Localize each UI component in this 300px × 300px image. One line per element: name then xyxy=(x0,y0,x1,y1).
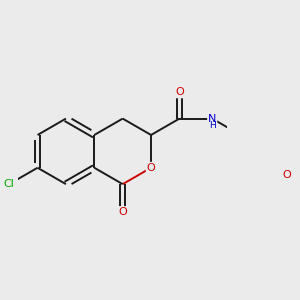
Text: O: O xyxy=(147,163,155,173)
Text: O: O xyxy=(118,207,127,217)
Text: O: O xyxy=(282,170,291,180)
Text: N: N xyxy=(208,114,216,124)
Text: H: H xyxy=(209,121,216,130)
Text: Cl: Cl xyxy=(4,179,15,189)
Text: O: O xyxy=(175,87,184,98)
